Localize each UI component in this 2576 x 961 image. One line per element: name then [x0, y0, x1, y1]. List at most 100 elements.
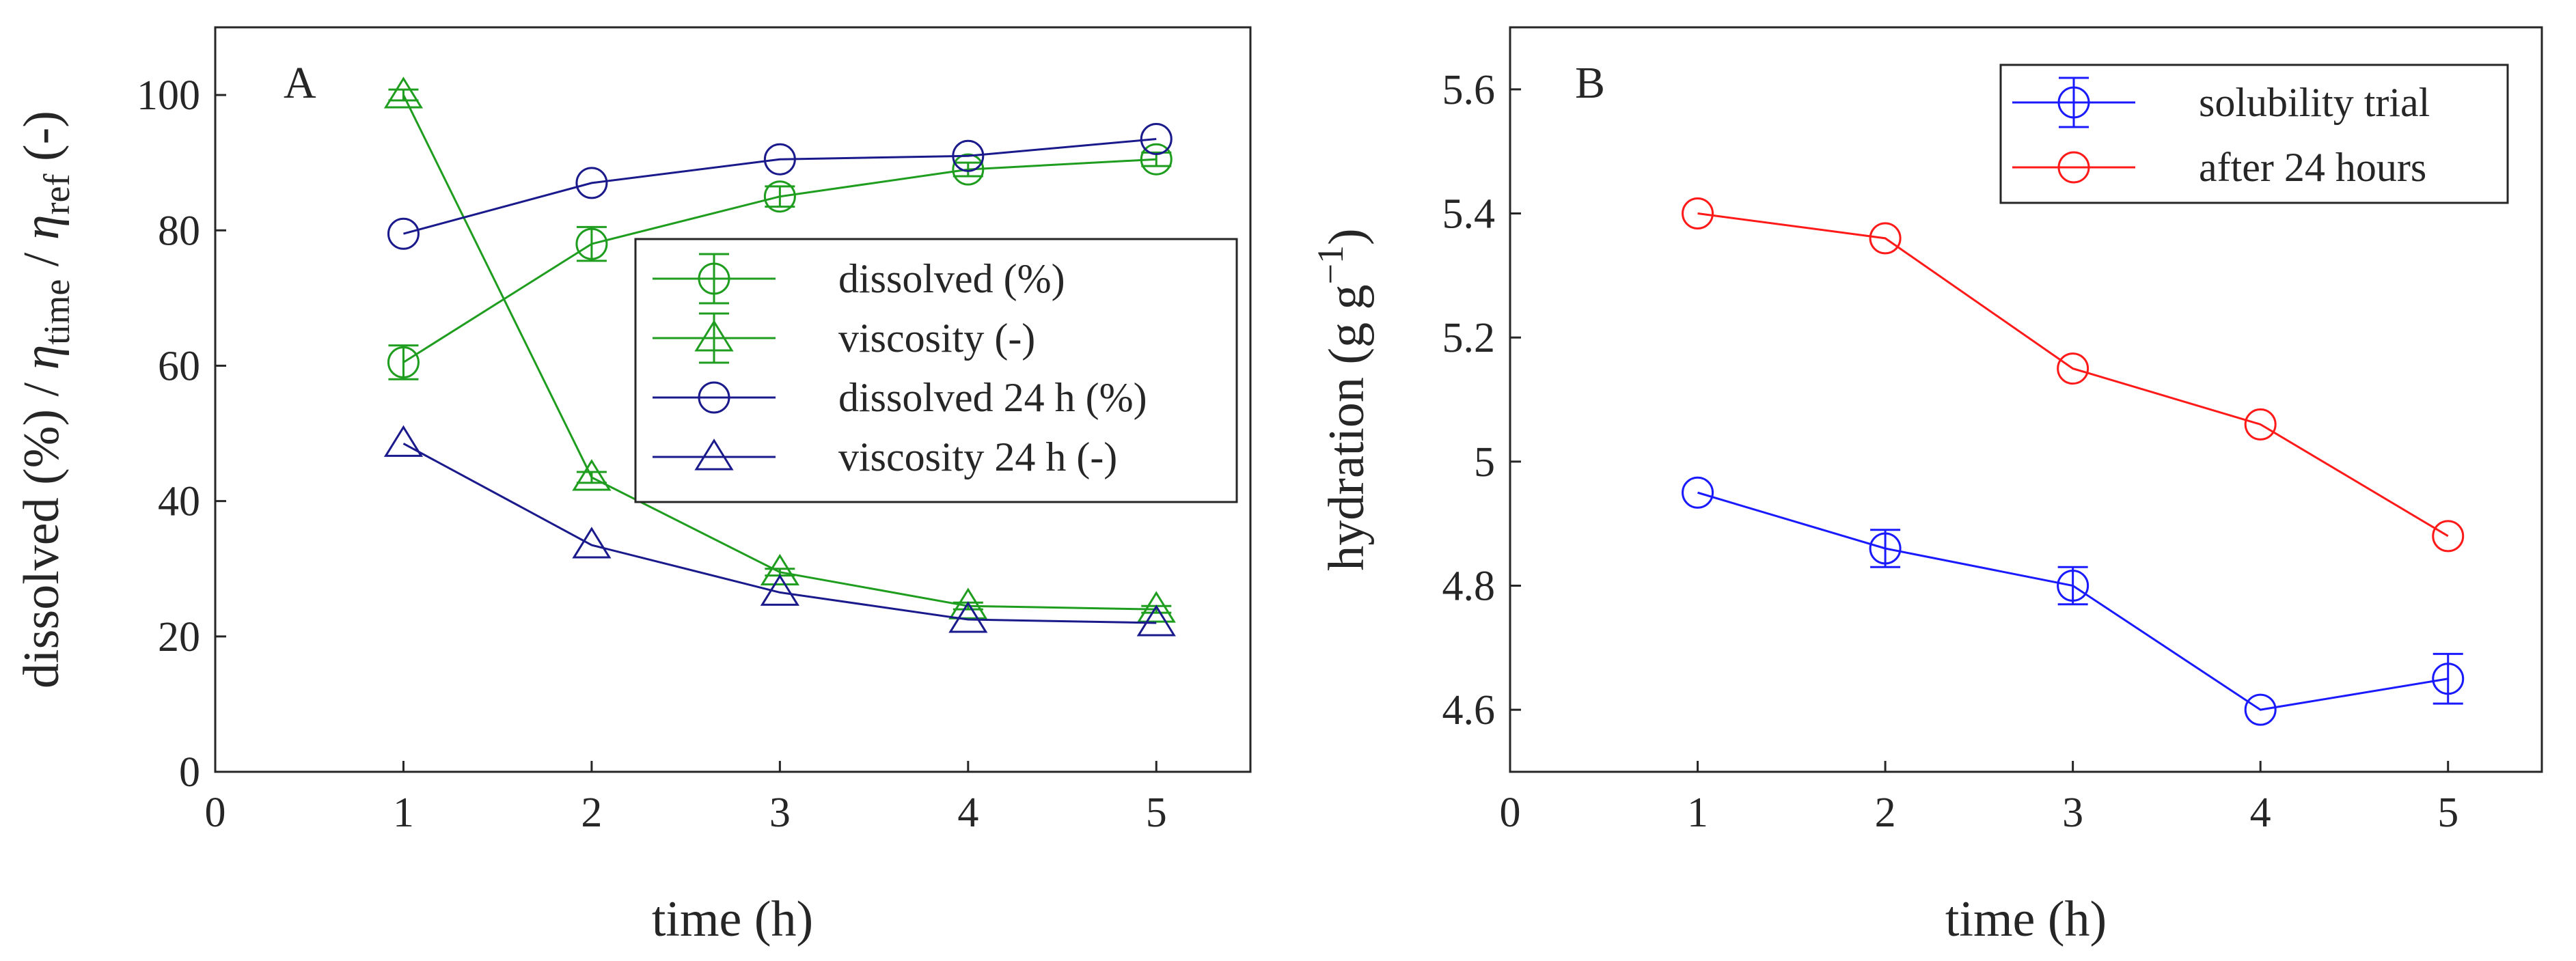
a-data-point: [952, 139, 985, 172]
panel-a-x-ticks: 0 1 2 3 4 5: [205, 761, 1167, 836]
panel-b-legend-box: [1999, 64, 2509, 204]
a-data-point: [1136, 604, 1176, 637]
b-y-tick-label: 5: [1474, 439, 1495, 486]
a-x-tick-label: 4: [957, 790, 978, 836]
b-x-tick-label: 1: [1687, 790, 1708, 836]
panel-b-plot-frame: [1509, 26, 2543, 773]
ylabel-a-mid: /: [14, 240, 70, 279]
a-data-point: [387, 217, 420, 250]
panel-a-gridless-axes: 0 1 2 3 4 5 0 20 40 60 80 100: [137, 26, 1252, 836]
ylabel-b-prefix: hydration (g g: [1319, 284, 1375, 570]
a-x-tick-label: 0: [205, 790, 226, 836]
a-data-point: [1140, 123, 1173, 155]
a-y-tick-label: 0: [179, 749, 200, 796]
ylabel-a-sub-time: time: [36, 279, 77, 345]
a-legend-marker: [698, 262, 730, 295]
a-series-1: [383, 76, 1176, 623]
panel-b-legend: solubility trial after 24 hours: [1999, 64, 2509, 204]
b-data-point: [1682, 197, 1714, 229]
panel-a-chart: 0 1 2 3 4 5 0 20 40 60 80 100 A time (h) dissolved…: [14, 26, 1252, 947]
b-series-line: [1697, 212, 2449, 538]
panel-b-gridless-axes: 0 1 2 3 4 5 4.6 4.8 5 5.2 5.4 5.6: [1442, 26, 2543, 836]
a-data-point: [948, 601, 988, 633]
a-data-point: [383, 425, 424, 457]
a-x-tick-label: 1: [393, 790, 414, 836]
a-data-point: [387, 346, 420, 378]
a-legend-marker: [694, 320, 734, 352]
b-data-point: [2057, 352, 2089, 385]
b-data-point: [2432, 663, 2465, 695]
panel-b-y-axis-label: hydration (g g−1): [1310, 228, 1375, 570]
a-data-point: [763, 143, 796, 176]
a-data-point: [575, 167, 608, 199]
b-x-tick-label: 2: [1875, 790, 1896, 836]
b-data-point: [2057, 570, 2089, 602]
a-data-point: [952, 153, 985, 186]
a-series-2: [387, 123, 1173, 250]
b-data-point: [2244, 408, 2277, 441]
b-x-tick-label: 5: [2437, 790, 2458, 836]
panel-b-chart: 0 1 2 3 4 5 4.6 4.8 5 5.2 5.4 5.6 B time (h) hydra…: [1310, 26, 2543, 947]
a-legend-marker: [698, 381, 730, 414]
panel-b-series: [1682, 197, 2465, 726]
panel-a-series: [383, 76, 1176, 637]
a-y-tick-label: 20: [158, 614, 200, 660]
a-legend-marker: [694, 438, 734, 471]
panel-a-plot-frame: [214, 26, 1252, 773]
b-y-tick-label: 5.6: [1442, 67, 1496, 113]
b-data-point: [1869, 222, 1902, 255]
panel-a-y-ticks: 0 20 40 60 80 100: [137, 72, 226, 796]
panel-a-legend-entries: dissolved (%) viscosity (-) dissolved 24 h…: [653, 253, 1147, 479]
a-data-point: [760, 553, 799, 586]
b-x-tick-label: 3: [2062, 790, 2083, 836]
b-legend-label: solubility trial: [2199, 80, 2430, 125]
ylabel-a-suffix: (-): [14, 111, 70, 173]
a-data-point: [575, 227, 608, 260]
ylabel-b-sup: −1: [1310, 245, 1351, 284]
a-series-line: [402, 443, 1157, 624]
a-data-point: [760, 574, 799, 606]
a-data-point: [948, 587, 988, 619]
a-x-tick-label: 5: [1146, 790, 1167, 836]
b-legend-marker: [2057, 151, 2090, 184]
panel-a-letter: A: [284, 58, 316, 108]
panel-a-x-axis-label: time (h): [652, 891, 813, 947]
a-x-tick-label: 2: [581, 790, 602, 836]
a-legend-label: dissolved (%): [838, 256, 1065, 301]
b-data-point: [2432, 520, 2465, 553]
a-y-tick-label: 60: [158, 343, 200, 389]
ylabel-a-prefix: dissolved (%) /: [14, 370, 70, 688]
panel-b-x-axis-label: time (h): [1945, 891, 2107, 947]
panel-a-legend-box: [634, 238, 1238, 503]
b-data-point: [2244, 693, 2277, 726]
panel-b-y-ticks: 4.6 4.8 5 5.2 5.4 5.6: [1442, 67, 1521, 734]
panel-a-legend: dissolved (%) viscosity (-) dissolved 24 h…: [634, 238, 1238, 503]
a-data-point: [572, 527, 612, 559]
panel-b-letter: B: [1575, 58, 1605, 108]
a-data-point: [1136, 591, 1176, 623]
a-series-line: [403, 138, 1157, 235]
ylabel-b-suffix: ): [1319, 228, 1375, 245]
a-legend-label: viscosity (-): [838, 316, 1035, 361]
ylabel-a-sub-ref: ref: [36, 173, 77, 214]
panel-b-legend-entries: solubility trial after 24 hours: [2012, 76, 2430, 190]
b-y-tick-label: 5.2: [1442, 315, 1496, 361]
b-legend-marker: [2057, 86, 2090, 119]
a-y-tick-label: 40: [158, 479, 200, 525]
b-y-tick-label: 4.8: [1442, 563, 1496, 610]
a-y-tick-label: 80: [158, 208, 200, 254]
panel-b-x-ticks: 0 1 2 3 4 5: [1500, 761, 2458, 836]
a-data-point: [383, 76, 424, 109]
a-legend-label: viscosity 24 h (-): [838, 434, 1117, 479]
a-series-0: [387, 143, 1173, 380]
ylabel-a-eta-ref: η: [14, 214, 70, 240]
b-data-point: [1682, 476, 1714, 509]
b-data-point: [1869, 532, 1902, 565]
ylabel-a-eta-time: η: [14, 345, 70, 370]
b-y-tick-label: 5.4: [1442, 191, 1496, 238]
b-y-tick-label: 4.6: [1442, 687, 1496, 734]
b-x-tick-label: 0: [1500, 790, 1521, 836]
a-x-tick-label: 3: [769, 790, 791, 836]
b-series-1: [1682, 197, 2465, 553]
